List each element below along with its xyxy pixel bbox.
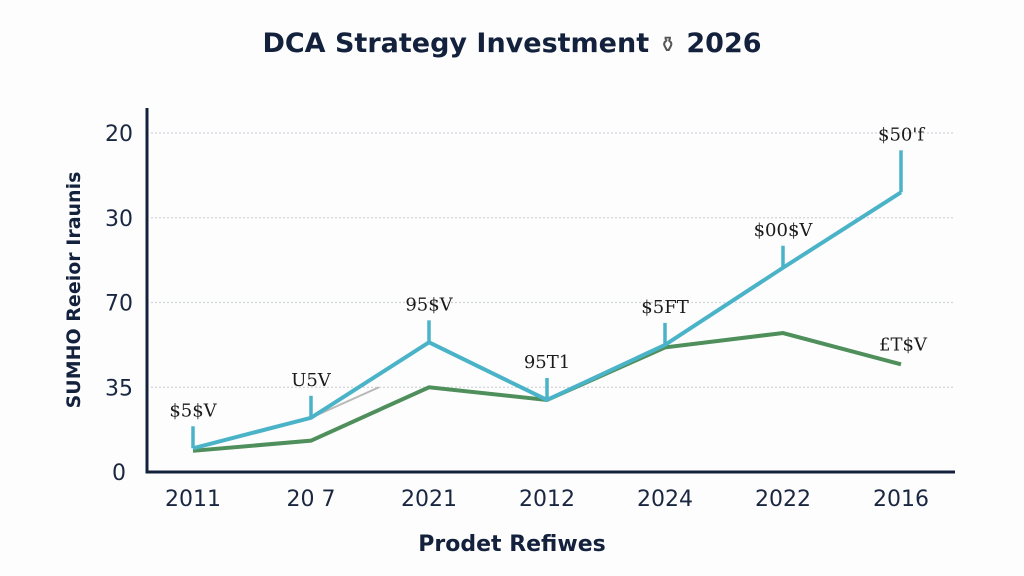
axes <box>145 108 955 474</box>
data-label: £T$V <box>879 334 928 355</box>
y-tick-label: 20 <box>105 122 133 147</box>
data-label: U5V <box>291 370 332 391</box>
y-tick-label: 70 <box>105 292 133 317</box>
chart-title-text: DCA Strategy Investment <box>262 28 650 59</box>
chart-title: DCA Strategy Investment ⚱ 2026 <box>0 28 1024 59</box>
series-lines <box>191 150 903 453</box>
gridlines <box>151 132 955 388</box>
data-label: $00$V <box>754 220 814 241</box>
x-tick-label: 2024 <box>637 487 693 512</box>
x-tick-label: 2011 <box>165 487 221 512</box>
data-label: 95$V <box>405 294 453 315</box>
data-labels: $5$V U5V 95$V 95T1 $5FT $00$V $50'f £T$V <box>169 124 928 421</box>
title-symbol-icon: ⚱ <box>658 33 677 58</box>
x-tick-label: 2022 <box>755 487 811 512</box>
x-axis-label: Prodet Refiwes <box>418 532 605 557</box>
chart-title-year: 2026 <box>686 28 762 59</box>
x-tick-label: 20 7 <box>287 487 336 512</box>
data-label: $50'f <box>878 124 925 145</box>
x-tick-label: 2021 <box>401 487 457 512</box>
data-label: 95T1 <box>524 352 570 373</box>
data-label: $5FT <box>641 297 688 318</box>
x-tick-labels: 2011 20 7 2021 2012 2024 2022 2016 <box>165 487 929 512</box>
y-axis-label: SUMHO Reeior Iraunis <box>63 172 85 409</box>
y-tick-label: 0 <box>112 461 126 486</box>
x-tick-label: 2012 <box>519 487 575 512</box>
y-tick-label: 35 <box>105 376 133 401</box>
y-tick-label: 30 <box>105 207 133 232</box>
data-label: $5$V <box>169 400 217 421</box>
y-tick-labels: 0 35 70 30 20 <box>105 122 133 486</box>
x-tick-label: 2016 <box>873 487 929 512</box>
